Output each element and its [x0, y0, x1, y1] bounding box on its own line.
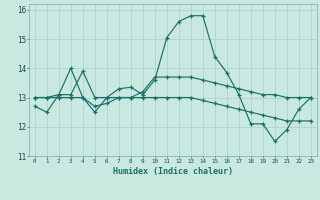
X-axis label: Humidex (Indice chaleur): Humidex (Indice chaleur)	[113, 167, 233, 176]
